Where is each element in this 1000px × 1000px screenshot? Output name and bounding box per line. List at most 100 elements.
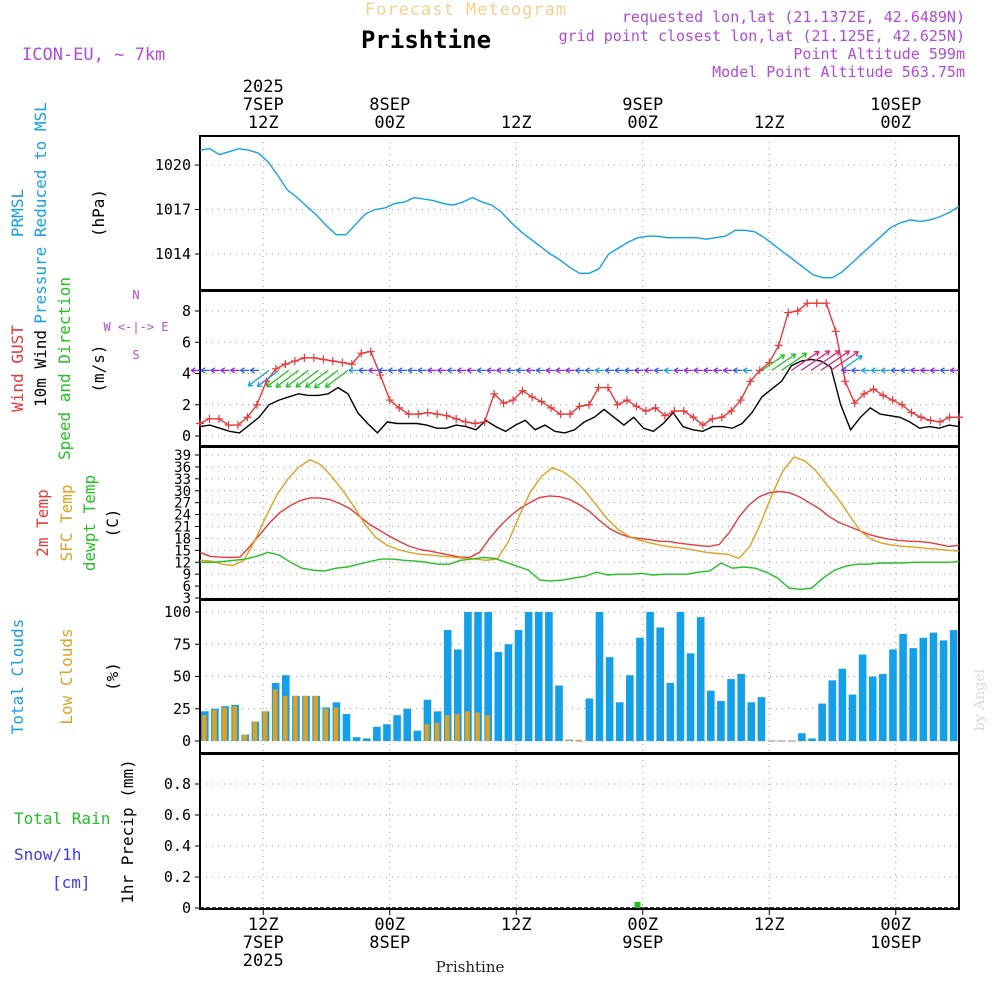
gust-marker <box>385 396 394 405</box>
y-tick-label: 0.6 <box>164 806 191 824</box>
gust-marker <box>547 403 556 412</box>
gust-marker <box>414 410 423 419</box>
side-label: 2m Temp <box>33 489 52 556</box>
gust-marker <box>879 391 888 400</box>
low-cloud-bar <box>465 711 470 741</box>
top-tick-label: 12Z <box>754 113 785 133</box>
wind-arrow <box>266 369 290 388</box>
top-tick-label: 10SEP <box>870 95 921 115</box>
top-tick-label: 7SEP <box>243 95 284 115</box>
y-tick-label: 1014 <box>155 245 191 263</box>
gust-marker <box>603 383 612 392</box>
total-cloud-bar <box>929 632 938 741</box>
bottom-tick-label: 8SEP <box>369 933 410 953</box>
gust-marker <box>347 360 356 369</box>
gust-marker <box>461 417 470 426</box>
y-axis-label: (%) <box>103 662 122 691</box>
low-cloud-bar <box>566 739 571 741</box>
total-cloud-bar <box>605 657 614 741</box>
wind-arrow-head <box>256 381 263 388</box>
total-cloud-bar <box>909 648 918 741</box>
wind-arrow <box>820 350 850 371</box>
y-axis-label: (hPa) <box>89 189 108 237</box>
wind-arrow-head <box>285 382 292 388</box>
total-cloud-bar <box>798 733 806 741</box>
gust-marker <box>679 407 688 415</box>
wind-arrow-head <box>305 382 311 388</box>
gust-marker <box>537 397 546 406</box>
wind-arrow-head <box>486 367 492 374</box>
wind-arrow-head <box>190 367 196 374</box>
10m-wind-line <box>199 358 960 434</box>
bottom-tick-label: 9SEP <box>622 933 663 953</box>
gust-marker <box>945 413 954 422</box>
total-cloud-bar <box>504 644 513 741</box>
low-cloud-bar <box>444 715 450 741</box>
wind-arrow-head <box>834 350 841 356</box>
wind-arrow-head <box>555 367 561 374</box>
low-cloud-bar <box>232 706 237 741</box>
total-cloud-bar <box>615 702 624 741</box>
panel-frame <box>199 446 960 600</box>
pressure-panel: 1014 1017 1020 PRMSL Pressure Reduced to MSL… <box>8 102 960 324</box>
gust-marker <box>233 421 242 430</box>
wind-arrow-head <box>275 382 282 388</box>
y-tick-label: 3 <box>183 591 191 607</box>
wind-arrow-head <box>870 367 876 374</box>
wind-arrow-head <box>853 350 859 357</box>
total-cloud-bar <box>383 724 391 741</box>
total-cloud-bar <box>686 653 695 741</box>
gust-marker <box>224 421 233 430</box>
rain-bar <box>634 901 641 908</box>
total-cloud-bar <box>848 694 857 741</box>
sfc-temp-line <box>199 456 960 567</box>
total-cloud-bar <box>514 630 523 741</box>
total-cloud-bar <box>646 612 654 741</box>
y-tick-label: 0 <box>182 732 191 750</box>
gust-marker <box>471 419 480 428</box>
gust-marker <box>214 414 223 423</box>
total-cloud-bar <box>585 698 594 741</box>
wind-arrow-head <box>525 367 531 374</box>
top-tick-label: 12Z <box>501 113 532 133</box>
wind-arrow-head <box>683 367 689 374</box>
y-tick-label: 0.4 <box>164 837 191 855</box>
wind-arrow-head <box>417 367 423 374</box>
y-tick-label: 4 <box>182 365 191 383</box>
gust-marker <box>490 389 499 398</box>
wind-arrow-head <box>456 367 462 374</box>
wind-arrow-head <box>713 367 719 374</box>
y-axis-label: 1hr Precip (mm) <box>118 759 137 904</box>
low-cloud-bar <box>272 689 278 741</box>
y-tick-label: 6 <box>182 333 191 351</box>
total-cloud-bar <box>534 612 543 741</box>
gust-marker <box>727 407 736 415</box>
total-cloud-bar <box>808 738 816 741</box>
side-label: dewpt Temp <box>80 475 99 571</box>
total-cloud-bar <box>555 685 563 741</box>
wind-arrow-head <box>857 355 863 361</box>
gust-marker <box>689 413 698 422</box>
gust-marker <box>376 371 385 380</box>
top-tick-label: 9SEP <box>622 95 663 115</box>
wind-arrow-head <box>358 367 364 374</box>
gust-marker <box>746 377 755 386</box>
wind-arrow-head <box>476 367 482 374</box>
clouds-panel: 0 25 50 75 100 Total Clouds Low Clouds (%) <box>8 599 960 754</box>
wind-arrow-head <box>693 367 699 374</box>
wind-arrow-head <box>427 367 433 374</box>
2m-temp-line <box>199 490 960 559</box>
y-tick-label: 27 <box>174 496 191 512</box>
wind-arrow-head <box>506 367 512 374</box>
faded-title: Forecast Meteogram <box>365 0 567 20</box>
low-cloud-bar <box>242 734 248 741</box>
gust-marker <box>622 396 631 405</box>
gust-marker <box>328 357 337 365</box>
total-cloud-bar <box>494 651 503 741</box>
wind-arrow <box>256 369 280 387</box>
gust-marker <box>300 353 309 362</box>
wind-arrow-head <box>860 367 866 374</box>
wind-arrow-head <box>824 350 831 356</box>
